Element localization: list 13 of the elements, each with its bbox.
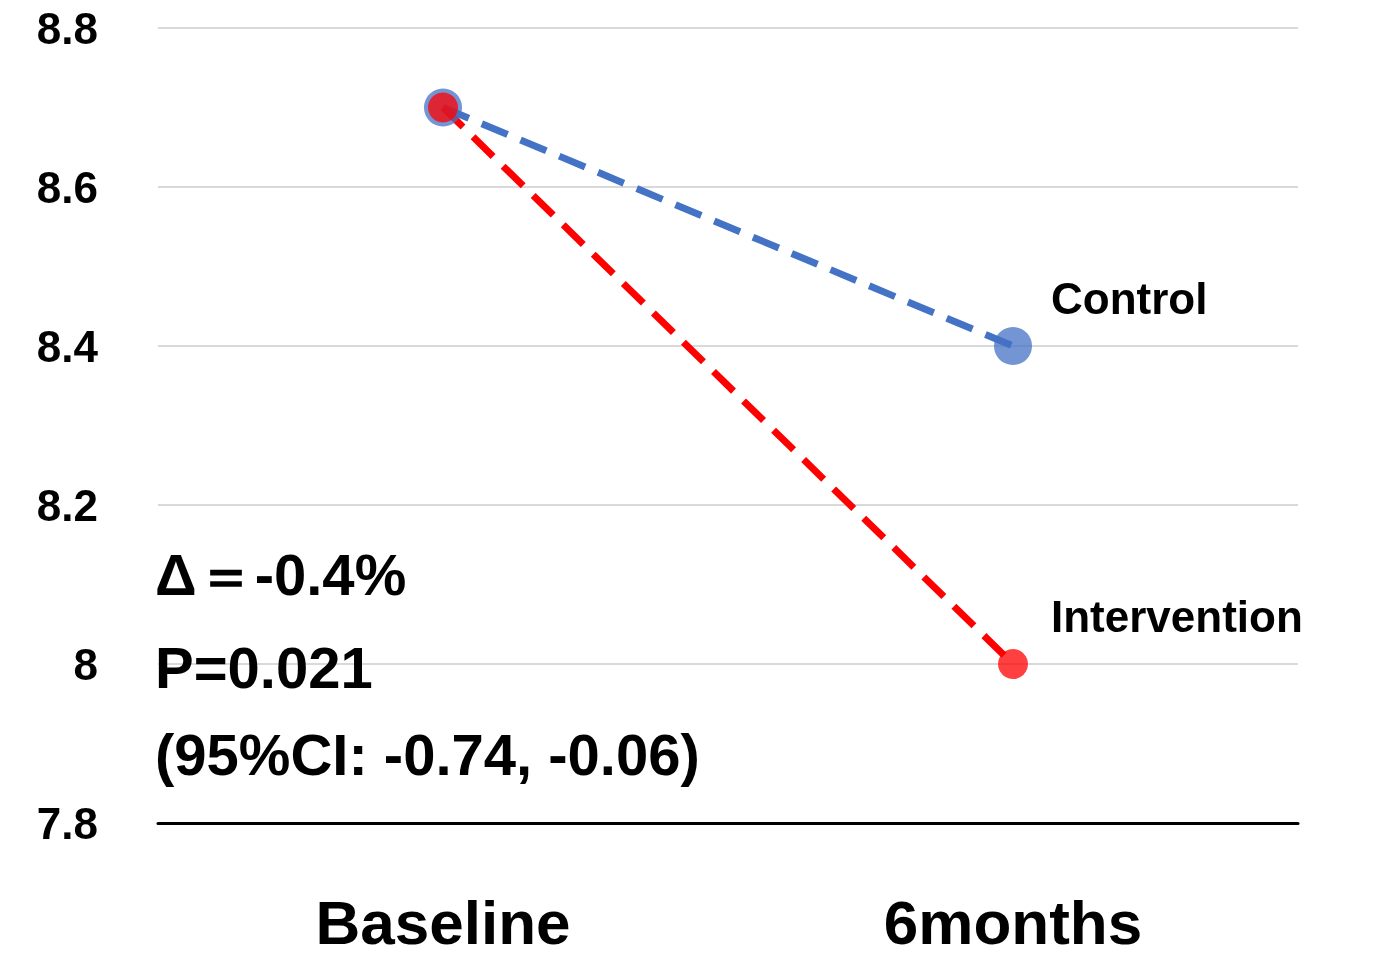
- y-tick-label: 8.6: [36, 162, 98, 212]
- y-tick-label: 8: [73, 639, 98, 689]
- annotation: (95%CI: -0.74, -0.06): [155, 721, 700, 787]
- annotation: Δ＝-0.4%: [155, 541, 407, 607]
- y-tick-label: 8.2: [36, 480, 98, 530]
- y-tick-label: 8.8: [36, 3, 98, 53]
- series-label: Control: [1051, 273, 1208, 323]
- y-tick-label: 8.4: [36, 321, 99, 371]
- series-label: Intervention: [1051, 591, 1303, 641]
- y-tick-label: 7.8: [36, 798, 98, 848]
- x-tick-label: 6months: [883, 887, 1143, 953]
- annotation: P=0.021: [155, 634, 373, 700]
- x-tick-label: Baseline: [315, 887, 571, 953]
